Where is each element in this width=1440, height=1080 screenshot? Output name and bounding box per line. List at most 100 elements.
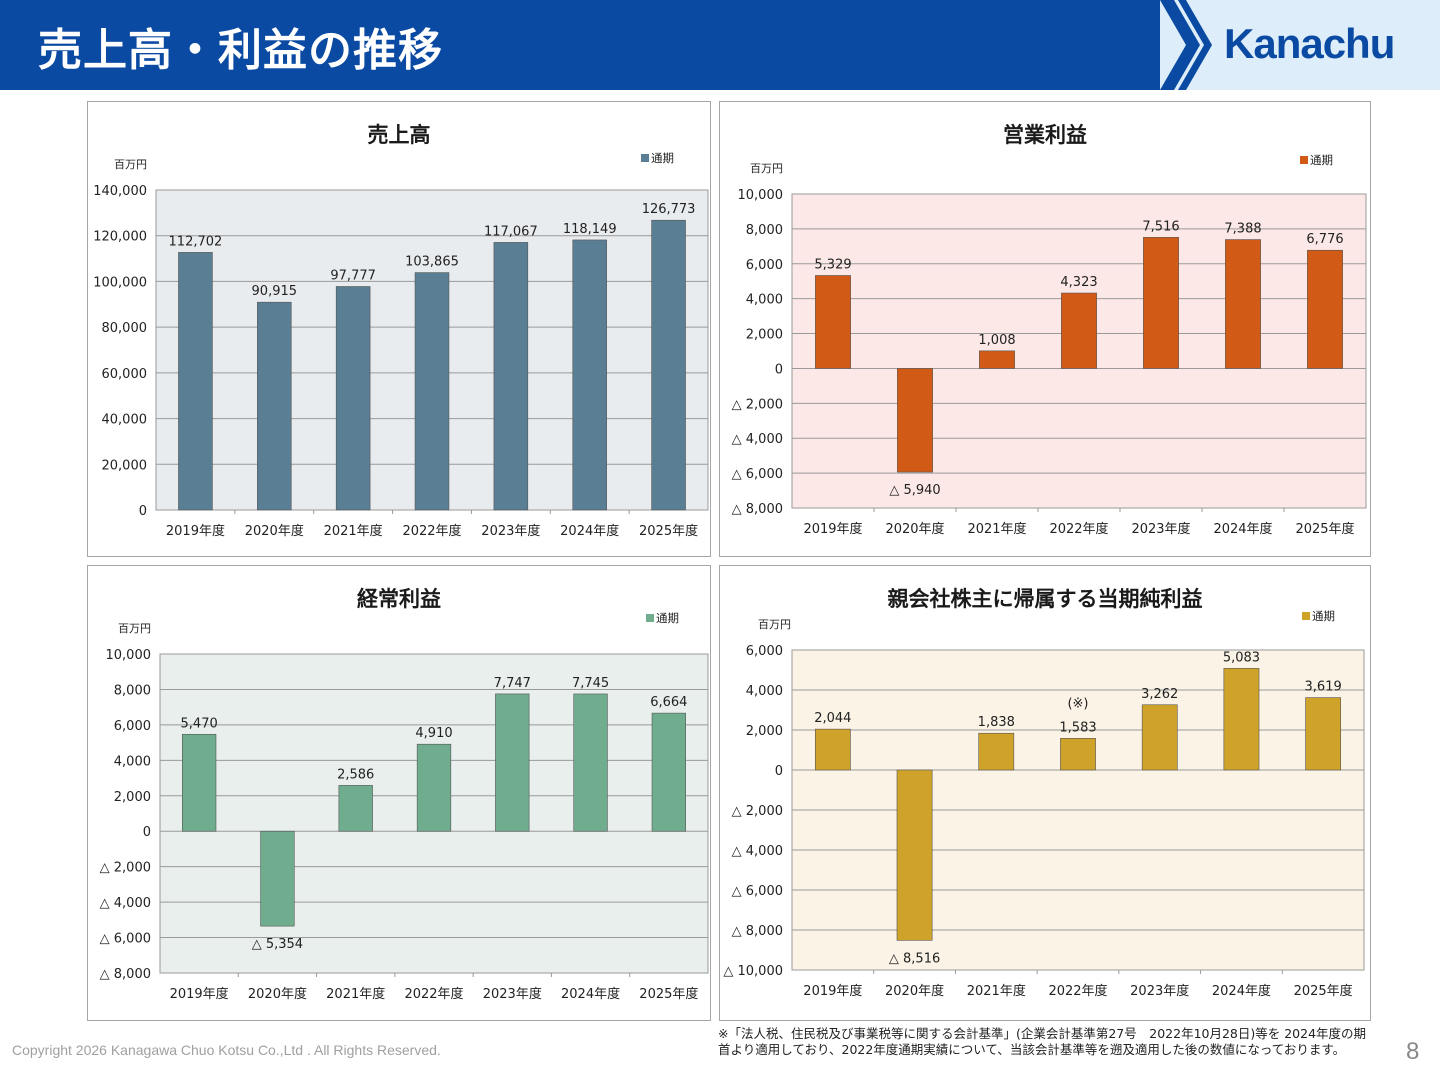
y-tick-label: 10,000	[106, 648, 152, 663]
data-label: 2,586	[337, 767, 374, 782]
y-tick-label: △ 6,000	[732, 467, 783, 482]
x-tick-label: 2021年度	[326, 986, 385, 1002]
company-logo: Kanachu	[1224, 20, 1395, 67]
y-tick-label: 8,000	[114, 683, 151, 698]
x-tick-label: 2021年度	[324, 523, 383, 539]
x-tick-label: 2022年度	[1049, 521, 1108, 537]
data-label: 7,388	[1224, 222, 1261, 237]
data-label: 97,777	[330, 269, 376, 284]
legend-swatch	[1302, 612, 1310, 620]
bar	[978, 732, 1015, 771]
y-tick-label: 6,000	[746, 258, 783, 273]
y-tick-label: △ 4,000	[732, 432, 783, 447]
y-tick-label: 80,000	[102, 321, 148, 336]
data-label: 2,044	[814, 711, 851, 726]
data-label: 5,470	[181, 716, 218, 731]
data-label: 1,583	[1059, 720, 1096, 735]
data-label: 103,865	[405, 255, 459, 270]
data-label: △ 5,940	[889, 483, 940, 498]
y-tick-label: 60,000	[102, 367, 148, 382]
data-label: △ 8,516	[889, 951, 940, 966]
bar	[1305, 697, 1342, 771]
data-label: △ 5,354	[252, 937, 303, 952]
data-label: 117,067	[484, 224, 538, 239]
y-tick-label: 4,000	[114, 754, 151, 769]
y-tick-label: △ 10,000	[723, 964, 783, 979]
chart-panel-operating-profit: 営業利益 百万円 通期 △ 8,000 △ 6,000 △ 4,000 △ 2,000 0 2,…	[719, 101, 1371, 557]
x-tick-label: 2024年度	[561, 986, 620, 1002]
legend-label: 通期	[1310, 153, 1333, 167]
x-tick-label: 2023年度	[483, 986, 542, 1002]
data-label: 7,516	[1142, 219, 1179, 234]
bar	[1225, 239, 1261, 369]
x-tick-label: 2025年度	[1295, 521, 1354, 537]
chart-title: 営業利益	[1003, 123, 1087, 147]
annotation-label: (※)	[1067, 696, 1088, 711]
unit-label: 百万円	[118, 622, 151, 635]
data-label: 7,747	[494, 676, 531, 691]
y-tick-label: △ 8,000	[100, 967, 151, 982]
y-tick-label: 20,000	[102, 458, 148, 473]
x-tick-label: 2025年度	[1294, 983, 1353, 999]
data-label: 4,323	[1060, 275, 1097, 290]
y-tick-label: △ 2,000	[732, 397, 783, 412]
bar	[651, 712, 686, 832]
y-tick-label: △ 2,000	[100, 861, 151, 876]
y-tick-label: 100,000	[93, 275, 147, 290]
x-tick-label: 2023年度	[481, 523, 540, 539]
data-label: 6,664	[650, 695, 687, 710]
bar	[495, 693, 530, 832]
bar	[493, 242, 529, 511]
y-tick-label: 4,000	[746, 293, 783, 308]
legend-swatch	[646, 614, 654, 622]
data-label: 3,619	[1305, 680, 1342, 695]
y-tick-label: 2,000	[746, 328, 783, 343]
x-tick-label: 2022年度	[402, 523, 461, 539]
chart-title: 売上高	[368, 123, 431, 147]
data-label: 7,745	[572, 676, 609, 691]
bar	[414, 272, 450, 511]
data-label: 5,329	[814, 257, 851, 272]
bar	[335, 286, 371, 511]
data-label: 6,776	[1306, 232, 1343, 247]
bar	[416, 743, 452, 832]
x-tick-label: 2021年度	[967, 983, 1026, 999]
bar	[651, 219, 686, 511]
data-label: 90,915	[252, 284, 297, 299]
bar	[1223, 668, 1260, 771]
y-tick-label: 2,000	[746, 724, 783, 739]
x-tick-label: 2024年度	[1212, 983, 1271, 999]
bar	[1060, 738, 1096, 771]
x-tick-label: 2021年度	[967, 521, 1026, 537]
y-tick-label: 120,000	[93, 230, 147, 245]
data-label: 5,083	[1223, 650, 1260, 665]
x-tick-label: 2023年度	[1130, 983, 1189, 999]
y-tick-label: 6,000	[114, 719, 151, 734]
x-tick-label: 2020年度	[248, 986, 307, 1002]
x-tick-label: 2019年度	[803, 983, 862, 999]
bar	[1307, 249, 1343, 369]
chart-panel-net-income: 親会社株主に帰属する当期純利益 百万円 通期 △ 10,000 △ 8,000 △ 6,0…	[719, 565, 1371, 1021]
bar	[572, 239, 607, 511]
x-tick-label: 2022年度	[404, 986, 463, 1002]
y-tick-label: 2,000	[114, 790, 151, 805]
x-tick-label: 2023年度	[1131, 521, 1190, 537]
bar	[260, 830, 295, 927]
y-tick-label: △ 4,000	[100, 896, 151, 911]
y-tick-label: △ 2,000	[732, 804, 783, 819]
bar	[573, 693, 608, 832]
x-tick-label: 2020年度	[885, 983, 944, 999]
y-tick-label: 0	[143, 825, 151, 840]
unit-label: 百万円	[758, 618, 791, 631]
bar	[814, 728, 851, 771]
y-tick-label: 8,000	[746, 223, 783, 238]
y-tick-label: 4,000	[746, 684, 783, 699]
x-tick-label: 2020年度	[885, 521, 944, 537]
y-tick-label: 6,000	[746, 644, 783, 659]
x-tick-label: 2024年度	[1213, 521, 1272, 537]
bar	[182, 733, 217, 832]
